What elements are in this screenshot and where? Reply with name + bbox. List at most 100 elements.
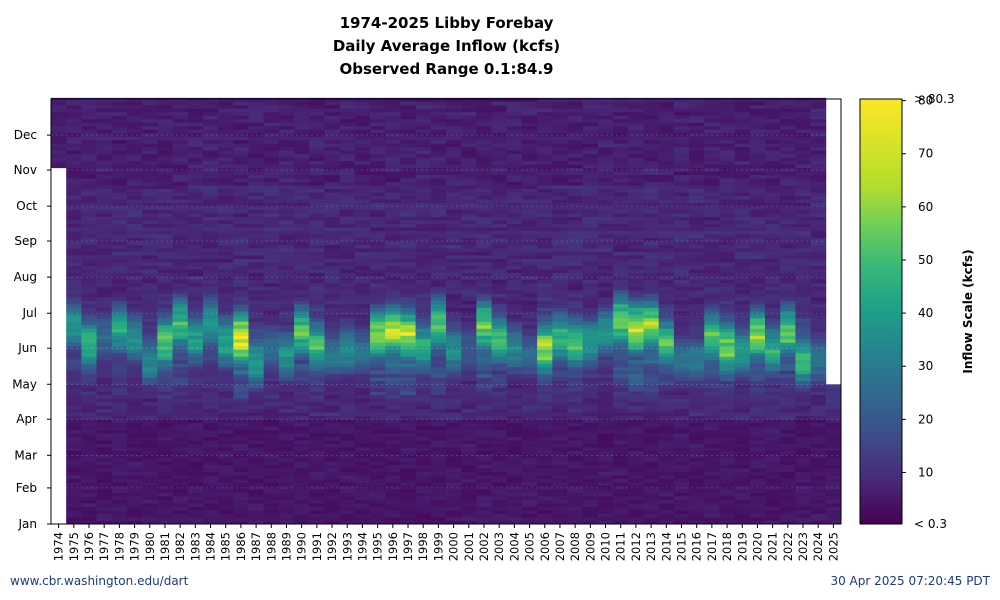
heatmap-cell [491, 272, 508, 277]
heatmap-cell [415, 412, 432, 417]
heatmap-cell [415, 153, 432, 158]
heatmap-cell [81, 125, 97, 130]
heatmap-cell [157, 314, 173, 319]
heatmap-cell [51, 97, 67, 102]
heatmap-cell [643, 447, 660, 452]
heatmap-cell [430, 293, 447, 298]
heatmap-cell [658, 234, 675, 238]
heatmap-cell [126, 279, 143, 284]
heatmap-cell [187, 489, 204, 493]
heatmap-cell [446, 356, 462, 361]
heatmap-cell [309, 296, 325, 301]
heatmap-cell [537, 485, 553, 490]
heatmap-cell [582, 146, 599, 151]
heatmap-cell [202, 234, 219, 238]
heatmap-cell [430, 188, 447, 193]
heatmap-cell [126, 324, 143, 329]
heatmap-cell [233, 269, 249, 273]
heatmap-cell [172, 349, 189, 354]
heatmap-cell [263, 241, 280, 245]
heatmap-cell [582, 258, 599, 263]
heatmap-cell [506, 499, 523, 504]
heatmap-cell [96, 370, 113, 375]
heatmap-cell [218, 345, 234, 350]
heatmap-cell [202, 387, 219, 392]
heatmap-cell [126, 115, 143, 120]
heatmap-cell [218, 115, 234, 120]
heatmap-cell [430, 468, 447, 472]
heatmap-cell [461, 429, 477, 434]
heatmap-cell [658, 289, 675, 294]
heatmap-cell [400, 345, 417, 350]
heatmap-cell [126, 499, 143, 504]
heatmap-cell [446, 328, 462, 333]
heatmap-cell [263, 282, 280, 287]
heatmap-cell [567, 230, 584, 235]
heatmap-cell [218, 394, 234, 399]
heatmap-cell [658, 157, 675, 162]
heatmap-cell [552, 296, 568, 301]
heatmap-cell [643, 492, 660, 497]
heatmap-cell [628, 237, 644, 242]
heatmap-cell [263, 143, 280, 148]
heatmap-cell [263, 373, 280, 378]
heatmap-cell [446, 118, 462, 123]
heatmap-cell [491, 275, 508, 280]
heatmap-cell [51, 108, 67, 113]
heatmap-cell [430, 303, 447, 308]
heatmap-cell [202, 443, 219, 448]
heatmap-cell [597, 230, 614, 235]
heatmap-cell [294, 433, 310, 438]
heatmap-cell [628, 405, 644, 410]
heatmap-cell [354, 146, 371, 151]
heatmap-cell [567, 335, 584, 340]
heatmap-cell [385, 307, 401, 312]
heatmap-cell [96, 324, 113, 329]
heatmap-cell [628, 181, 644, 186]
heatmap-cell [233, 132, 249, 137]
heatmap-cell [96, 401, 113, 406]
heatmap-cell [294, 111, 310, 116]
heatmap-cell [66, 464, 82, 469]
heatmap-cell [278, 499, 295, 504]
heatmap-cell [172, 503, 189, 507]
heatmap-cell [233, 199, 249, 204]
heatmap-cell [506, 118, 523, 123]
heatmap-cell [202, 286, 219, 291]
heatmap-cell [218, 286, 234, 291]
heatmap-cell [187, 160, 204, 165]
heatmap-cell [521, 506, 538, 511]
heatmap-cell [461, 363, 477, 368]
heatmap-cell [658, 174, 675, 179]
heatmap-cell [385, 255, 401, 259]
heatmap-cell [446, 450, 462, 455]
heatmap-cell [202, 450, 219, 455]
heatmap-cell [385, 366, 401, 371]
heatmap-cell [446, 282, 462, 287]
heatmap-cell [126, 342, 143, 347]
heatmap-cell [157, 429, 173, 434]
heatmap-cell [202, 429, 219, 434]
heatmap-cell [157, 118, 173, 123]
heatmap-cell [430, 213, 447, 217]
heatmap-cell [491, 499, 508, 504]
heatmap-cell [400, 300, 417, 305]
heatmap-cell [354, 307, 371, 312]
heatmap-cell [126, 167, 143, 172]
heatmap-cell [218, 366, 234, 371]
heatmap-cell [461, 216, 477, 221]
heatmap-cell [446, 220, 462, 224]
heatmap-cell [187, 269, 204, 273]
heatmap-cell [187, 146, 204, 151]
heatmap-cell [430, 279, 447, 284]
heatmap-cell [461, 118, 477, 123]
heatmap-cell [278, 258, 295, 263]
heatmap-cell [202, 122, 219, 127]
heatmap-cell [385, 510, 401, 514]
heatmap-cell [202, 422, 219, 427]
heatmap-cell [263, 478, 280, 483]
heatmap-cell [172, 370, 189, 375]
heatmap-cell [506, 464, 523, 469]
heatmap-cell [400, 520, 417, 525]
heatmap-cell [476, 234, 492, 238]
